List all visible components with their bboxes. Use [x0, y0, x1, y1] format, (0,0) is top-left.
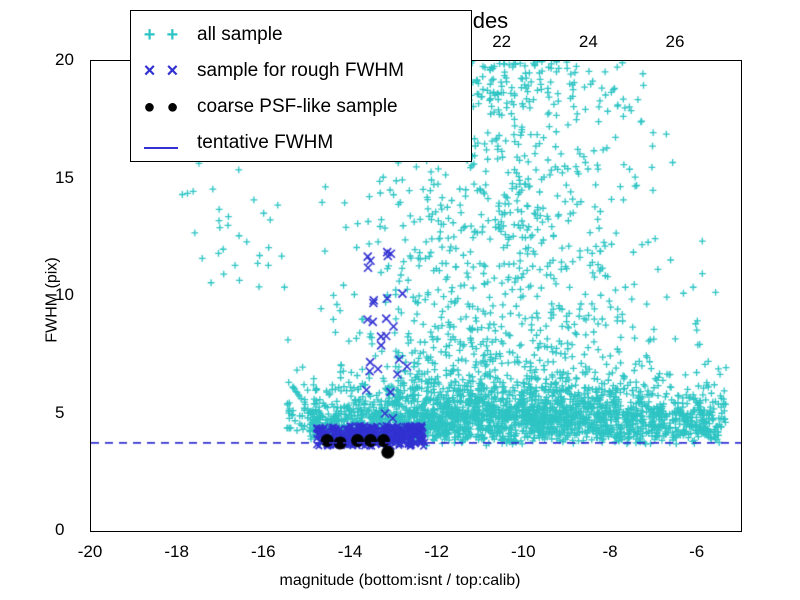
y-tick-label-15: 15 — [55, 168, 90, 188]
y-tick-label-20: 20 — [55, 50, 90, 70]
y-tick-label-10: 10 — [55, 285, 90, 305]
bottom-tick-label--20: -20 — [78, 542, 103, 562]
legend-label-0: all sample — [197, 24, 283, 46]
bottom-tick-label--8: -8 — [602, 542, 617, 562]
bottom-tick-label--16: -16 — [251, 542, 276, 562]
legend-label-2: coarse PSF-like sample — [197, 96, 398, 118]
y-tick-label-0: 0 — [55, 520, 90, 540]
bottom-tick-label--10: -10 — [511, 542, 536, 562]
legend-marker-cross-icon: + + — [131, 24, 191, 47]
legend-row-0: + + all sample — [131, 17, 471, 53]
chart-root: FWHM vs magnitudes 14161820222426 FWHM (… — [0, 0, 800, 600]
bottom-tick-label--14: -14 — [338, 542, 363, 562]
bottom-axis-labels: -20 -18 -16 -14 -12 -10 -8 -6 — [0, 542, 800, 562]
legend-label-1: sample for rough FWHM — [197, 60, 404, 82]
top-tick-label-22: 22 — [492, 32, 511, 52]
legend-label-3: tentative FWHM — [197, 132, 333, 154]
x-axis-title: magnitude (bottom:isnt / top:calib) — [0, 572, 800, 590]
legend-row-2: ● ● coarse PSF-like sample — [131, 89, 471, 125]
legend-marker-x-icon: × × — [131, 60, 191, 83]
bottom-tick-label--12: -12 — [424, 542, 449, 562]
legend-box[interactable]: + + all sample × × sample for rough FWHM ● ●… — [130, 10, 472, 162]
legend-marker-dash-icon — [131, 132, 191, 155]
top-tick-label-24: 24 — [579, 32, 598, 52]
legend-row-3: tentative FWHM — [131, 125, 471, 161]
top-tick-label-26: 26 — [666, 32, 685, 52]
bottom-tick-label--18: -18 — [164, 542, 189, 562]
y-tick-label-5: 5 — [55, 403, 90, 423]
bottom-tick-label--6: -6 — [689, 542, 704, 562]
legend-marker-dot-icon: ● ● — [131, 96, 191, 119]
legend-row-1: × × sample for rough FWHM — [131, 53, 471, 89]
